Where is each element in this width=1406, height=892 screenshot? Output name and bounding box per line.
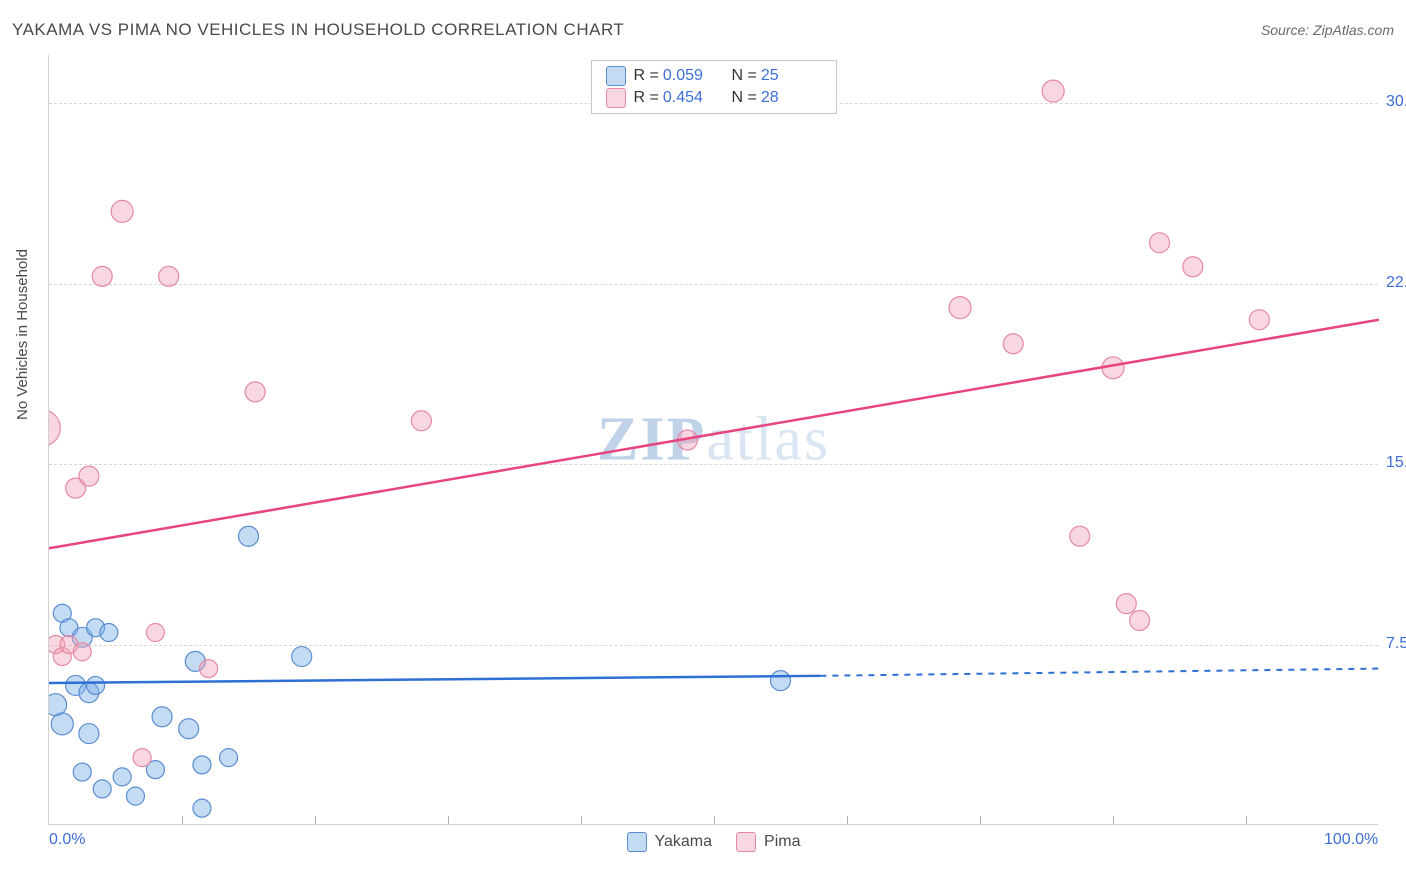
data-point [1130,610,1150,630]
legend-stat-row: R =0.454 N =28 [592,87,836,109]
chart-title: YAKAMA VS PIMA NO VEHICLES IN HOUSEHOLD … [12,20,624,40]
trend-line-dashed [820,669,1379,676]
chart-header: YAKAMA VS PIMA NO VEHICLES IN HOUSEHOLD … [12,20,1394,40]
data-point [193,756,211,774]
y-tick-label: 22.5% [1386,274,1406,292]
data-point [1183,257,1203,277]
chart-source: Source: ZipAtlas.com [1261,22,1394,38]
data-point [179,719,199,739]
stat-key-n: N = [732,67,757,85]
data-point [1150,233,1170,253]
x-tick-label: 100.0% [1324,831,1378,849]
scatter-svg [49,55,1379,825]
y-axis-label: No Vehicles in Household [14,249,31,420]
data-point [79,724,99,744]
plot-area: ZIPatlas R =0.059 N =25 R =0.454 N =28 Y… [48,55,1378,825]
data-point [159,266,179,286]
stat-key-r: R = [634,67,659,85]
data-point [126,787,144,805]
data-point [73,763,91,781]
data-point [949,297,971,319]
data-point [200,660,218,678]
legend-series: Yakama Pima [627,832,801,852]
data-point [49,694,67,716]
legend-swatch [606,66,626,86]
legend-series-label: Yakama [655,833,713,851]
legend-swatch [627,832,647,852]
data-point [1249,310,1269,330]
trend-line [49,320,1379,549]
x-tick-label: 0.0% [49,831,85,849]
stat-val-n: 28 [761,89,779,107]
stat-val-r: 0.454 [663,89,703,107]
y-tick-label: 15.0% [1386,454,1406,472]
data-point [245,382,265,402]
data-point [771,671,791,691]
stat-key-n: N = [732,89,757,107]
legend-stats: R =0.059 N =25 R =0.454 N =28 [591,60,837,114]
data-point [93,780,111,798]
stat-key-r: R = [634,89,659,107]
data-point [87,676,105,694]
y-tick-label: 7.5% [1386,635,1406,653]
data-point [100,624,118,642]
legend-stat-row: R =0.059 N =25 [592,65,836,87]
data-point [411,411,431,431]
stat-val-r: 0.059 [663,67,703,85]
legend-swatch [736,832,756,852]
data-point [1042,80,1064,102]
legend-series-label: Pima [764,833,800,851]
data-point [1070,526,1090,546]
legend-series-item: Yakama [627,832,713,852]
stat-val-n: 25 [761,67,779,85]
y-tick-label: 30.0% [1386,93,1406,111]
data-point [220,749,238,767]
data-point [193,799,211,817]
legend-series-item: Pima [736,832,800,852]
data-point [49,410,60,446]
data-point [133,749,151,767]
data-point [1116,594,1136,614]
data-point [113,768,131,786]
data-point [146,624,164,642]
data-point [1003,334,1023,354]
data-point [92,266,112,286]
legend-swatch [606,88,626,108]
data-point [79,466,99,486]
trend-line [49,676,820,683]
data-point [292,647,312,667]
data-point [111,200,133,222]
data-point [239,526,259,546]
data-point [73,643,91,661]
chart-container: YAKAMA VS PIMA NO VEHICLES IN HOUSEHOLD … [0,0,1406,892]
data-point [152,707,172,727]
data-point [51,713,73,735]
